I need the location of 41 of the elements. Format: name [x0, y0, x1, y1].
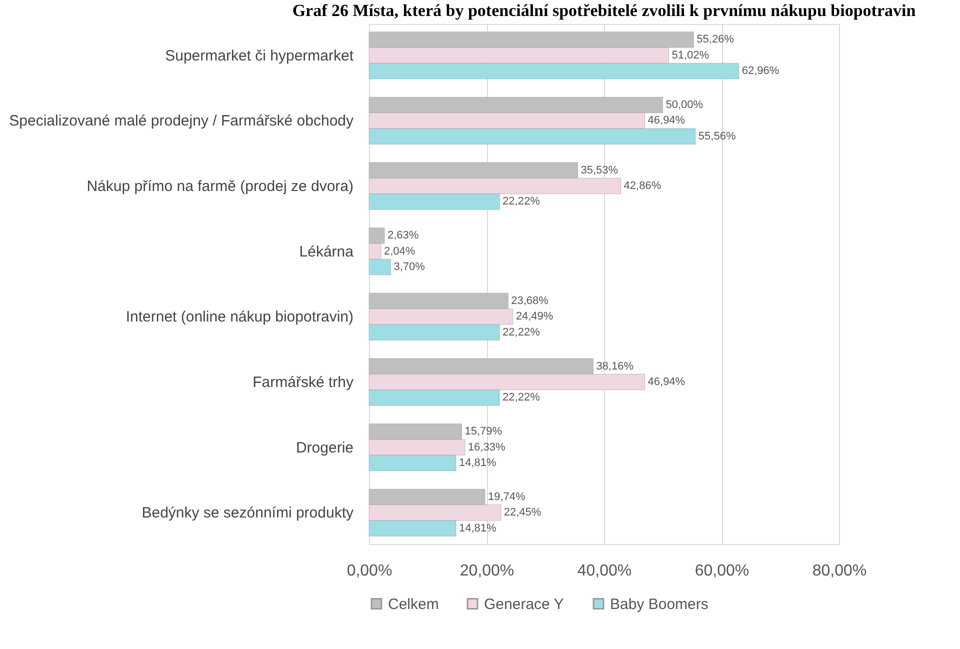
- x-tick-label: 20,00%: [460, 562, 514, 580]
- data-label: 55,56%: [698, 130, 736, 142]
- data-label: 46,94%: [648, 114, 686, 127]
- data-label: 22,22%: [502, 326, 540, 338]
- y-tick-label: Drogerie: [296, 439, 354, 456]
- y-tick-label: Farmářské trhy: [252, 374, 354, 391]
- data-label: 16,33%: [468, 441, 506, 454]
- data-label: 22,45%: [504, 506, 542, 519]
- data-label: 3,70%: [394, 261, 426, 274]
- legend-label: Celkem: [388, 596, 439, 613]
- y-tick-label: Bedýnky se sezónními produkty: [142, 504, 354, 522]
- data-label: 38,16%: [596, 360, 634, 372]
- data-label: 51,02%: [672, 49, 710, 62]
- data-label: 2,04%: [384, 245, 416, 258]
- y-tick-label: Lékárna: [299, 243, 354, 260]
- x-tick-label: 40,00%: [577, 562, 632, 580]
- data-label: 24,49%: [516, 310, 554, 323]
- legend-label: Baby Boomers: [610, 596, 708, 613]
- y-tick-label: Specializované malé prodejny / Farmářské obchody: [9, 112, 354, 130]
- data-label: 50,00%: [666, 99, 704, 112]
- chart-title: Graf 26 Místa, která by potenciální spotřebitelé zvolili k prvnímu nákupu biopotravin: [292, 1, 916, 20]
- data-label: 35,53%: [580, 164, 618, 176]
- data-label: 15,79%: [464, 426, 502, 438]
- x-tick-label: 80,00%: [812, 562, 867, 580]
- data-label: 19,74%: [488, 490, 526, 503]
- x-tick-label: 0,00%: [346, 562, 392, 580]
- y-tick-label: Nákup přímo na farmě (prodej ze dvora): [86, 178, 354, 196]
- data-label: 23,68%: [511, 294, 549, 307]
- x-tick-label: 60,00%: [694, 562, 750, 580]
- data-label: 22,22%: [502, 196, 540, 208]
- data-label: 62,96%: [742, 65, 780, 78]
- data-label: 42,86%: [624, 180, 662, 192]
- data-label: 55,26%: [696, 34, 734, 46]
- data-label: 2,63%: [387, 230, 419, 242]
- legend-label: Generace Y: [484, 596, 564, 613]
- data-label: 22,22%: [502, 392, 540, 404]
- data-label: 14,81%: [459, 522, 497, 534]
- y-tick-label: Internet (online nákup biopotravin): [126, 308, 354, 326]
- y-tick-label: Supermarket či hypermarket: [165, 47, 354, 64]
- data-label: 46,94%: [648, 376, 686, 388]
- data-label: 14,81%: [459, 456, 497, 469]
